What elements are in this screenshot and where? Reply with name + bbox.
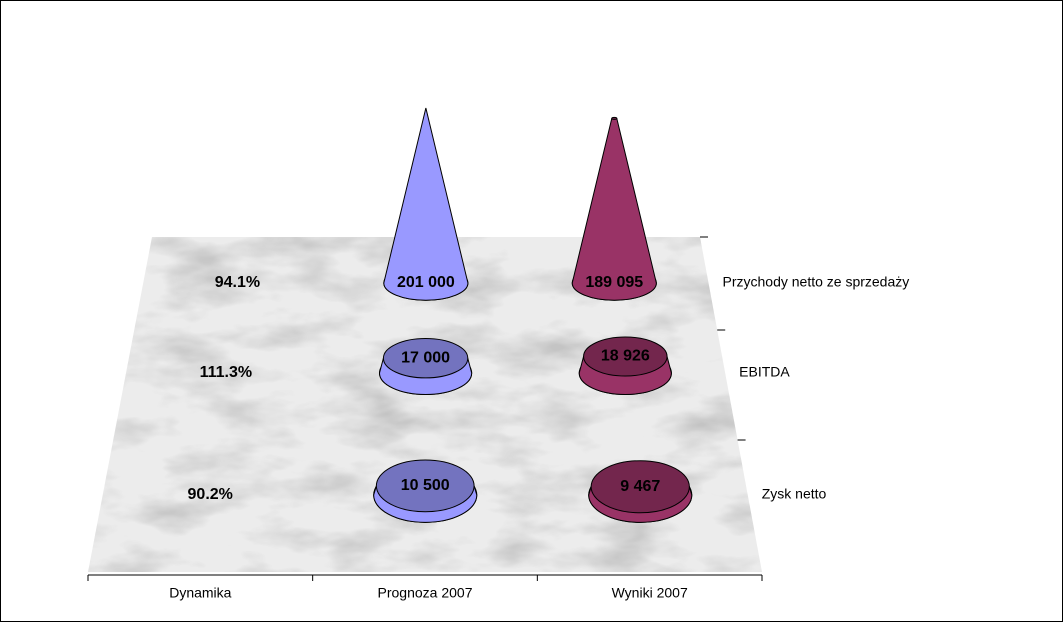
value-label: 9 467 bbox=[620, 478, 660, 495]
x-tick-label: Dynamika bbox=[169, 585, 231, 601]
cone-top bbox=[612, 117, 617, 119]
value-label: 17 000 bbox=[401, 349, 450, 366]
value-label: 18 926 bbox=[601, 348, 650, 365]
chart: Dynamika Prognoza 2007 Wyniki 2007 Przychod… bbox=[0, 0, 1064, 623]
x-tick-label: Prognoza 2007 bbox=[378, 585, 473, 601]
row-label: EBITDA bbox=[739, 364, 790, 380]
value-label: 201 000 bbox=[397, 274, 455, 291]
percent-label: 94.1% bbox=[215, 274, 260, 291]
percent-label: 90.2% bbox=[188, 486, 233, 503]
value-label: 10 500 bbox=[401, 477, 450, 494]
row-label: Zysk netto bbox=[762, 486, 827, 502]
cone bbox=[579, 337, 671, 394]
percent-label: 111.3% bbox=[200, 364, 253, 381]
x-tick-label: Wyniki 2007 bbox=[612, 585, 688, 601]
value-label: 189 095 bbox=[585, 274, 643, 291]
cone bbox=[380, 339, 472, 395]
row-label: Przychody netto ze sprzedaży bbox=[723, 274, 910, 290]
